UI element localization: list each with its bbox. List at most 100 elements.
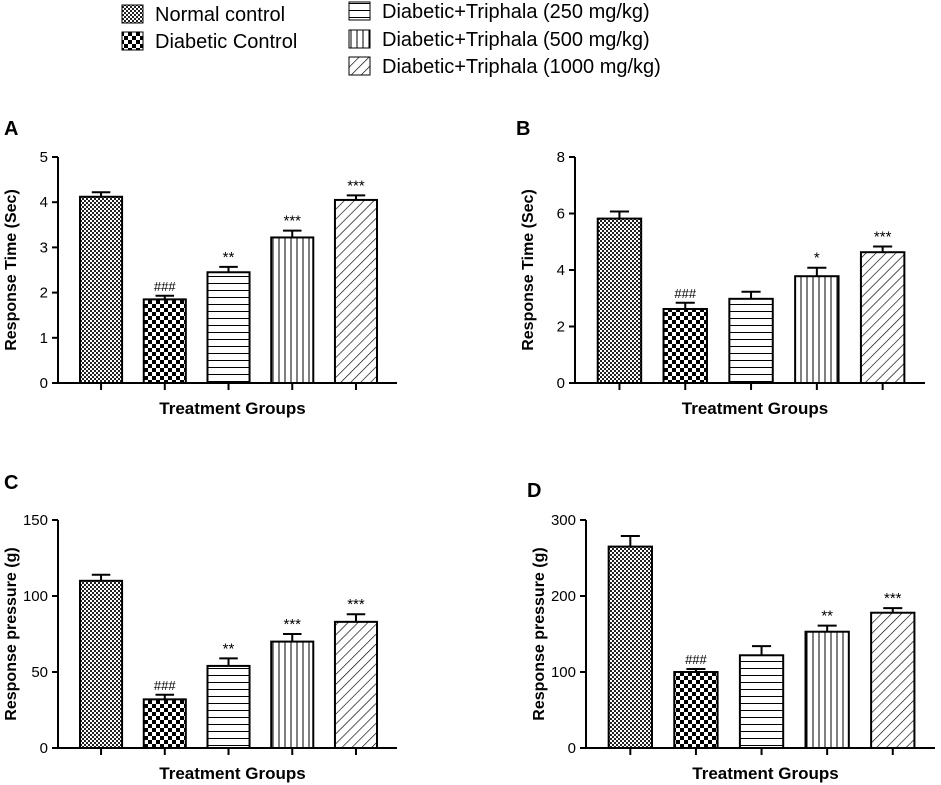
y-axis-label: Response Time (Sec)	[3, 189, 20, 351]
legend-swatch	[121, 4, 144, 24]
legend-label: Diabetic Control	[155, 31, 297, 53]
legend-item-diabetic-triphala-1000-mg-kg: Diabetic+Triphala (1000 mg/kg)	[348, 56, 661, 78]
y-tick-label: 5	[40, 149, 48, 166]
bar	[333, 198, 379, 384]
legend-label: Diabetic+Triphala (500 mg/kg)	[382, 29, 650, 51]
bar	[673, 671, 719, 749]
y-tick-label: 8	[557, 149, 565, 166]
significance-label: ***	[884, 590, 902, 607]
bar-group-diabetic-triphala-1000-mg-kg: ***	[859, 229, 906, 390]
legend-swatch	[348, 1, 371, 21]
panel-a: A 0 1 2 3 4 5 Response Time (Sec) Treatment Grou…	[3, 118, 397, 418]
bar	[206, 664, 251, 749]
significance-label: ###	[154, 279, 176, 294]
y-tick-label: 0	[40, 740, 48, 757]
legend: Normal control Diabetic Control Diabetic+T…	[121, 1, 661, 78]
y-tick-label: 200	[551, 588, 576, 605]
x-axis-label: Treatment Groups	[692, 764, 838, 783]
legend-item-normal-control: Normal control	[121, 4, 285, 26]
significance-label: **	[223, 249, 235, 266]
legend-label: Diabetic+Triphala (1000 mg/kg)	[382, 56, 661, 78]
y-tick-label: 2	[40, 285, 48, 302]
bar	[79, 195, 124, 384]
bar-group-diabetic-triphala-500-mg-kg: ***	[270, 616, 315, 755]
significance-label: ***	[283, 213, 301, 230]
panel-letter: A	[4, 118, 18, 140]
y-tick-label: 6	[557, 206, 565, 223]
bar-group-diabetic-control: ###	[673, 652, 719, 755]
bar	[79, 579, 124, 749]
chart-panels: A 0 1 2 3 4 5 Response Time (Sec) Treatment Grou…	[3, 118, 935, 783]
bar	[607, 545, 653, 749]
bar	[596, 217, 643, 384]
y-axis-label: Response pressure (g)	[3, 547, 20, 720]
panel-b: B 0 2 4 6 8 Response Time (Sec) Treatment Group…	[516, 118, 925, 418]
bar-group-diabetic-control: ###	[142, 279, 187, 390]
legend-item-diabetic-triphala-500-mg-kg: Diabetic+Triphala (500 mg/kg)	[348, 29, 650, 51]
bar	[728, 297, 774, 384]
significance-label: *	[814, 250, 820, 267]
x-axis-label: Treatment Groups	[682, 399, 828, 418]
bar-group-diabetic-control: ###	[142, 678, 187, 755]
bar-group-diabetic-control: ###	[662, 286, 708, 390]
bar-group-diabetic-triphala-1000-mg-kg: ***	[333, 177, 379, 390]
significance-label: ###	[685, 652, 707, 667]
x-axis-label: Treatment Groups	[159, 764, 305, 783]
y-tick-label: 300	[551, 512, 576, 529]
bar	[859, 251, 906, 384]
y-tick-label: 50	[31, 664, 48, 681]
bar	[870, 611, 916, 749]
bar	[142, 698, 187, 749]
legend-swatch	[348, 29, 371, 49]
legend-item-diabetic-control: Diabetic Control	[121, 31, 297, 53]
panel-letter: D	[527, 480, 541, 502]
legend-label: Diabetic+Triphala (250 mg/kg)	[382, 1, 650, 23]
y-tick-label: 1	[40, 330, 48, 347]
significance-label: **	[821, 608, 833, 625]
bar	[270, 236, 315, 384]
bar	[662, 307, 708, 384]
bar	[804, 630, 850, 749]
y-axis-label: Response Time (Sec)	[520, 189, 537, 351]
significance-label: ***	[874, 229, 892, 246]
bar-group-normal-control	[596, 210, 643, 390]
panel-letter: C	[4, 472, 18, 494]
significance-label: **	[223, 640, 235, 657]
bar-group-diabetic-triphala-250-mg-kg: **	[206, 640, 251, 755]
panel-c: C 0 50 100 150 Response pressure (g) Treatment…	[3, 472, 397, 783]
bar	[333, 620, 379, 750]
legend-item-diabetic-triphala-250-mg-kg: Diabetic+Triphala (250 mg/kg)	[348, 1, 650, 23]
significance-label: ***	[283, 616, 301, 633]
panel-letter: B	[516, 118, 530, 140]
bar-group-diabetic-triphala-1000-mg-kg: ***	[333, 596, 379, 755]
y-tick-label: 100	[23, 588, 48, 605]
y-tick-label: 150	[23, 512, 48, 529]
y-tick-label: 0	[40, 375, 48, 392]
bar-group-normal-control	[79, 573, 124, 755]
bar-group-normal-control	[607, 534, 653, 755]
y-tick-label: 100	[551, 664, 576, 681]
legend-label: Normal control	[155, 4, 285, 26]
y-tick-label: 0	[568, 740, 576, 757]
y-tick-label: 0	[557, 375, 565, 392]
y-tick-label: 4	[557, 262, 565, 279]
bar	[206, 271, 251, 385]
legend-swatch	[121, 31, 144, 51]
panel-d: D 0 100 200 300 Response pressure (g) Treatmen…	[527, 480, 935, 783]
y-tick-label: 3	[40, 239, 48, 256]
x-axis-label: Treatment Groups	[159, 399, 305, 418]
significance-label: ###	[154, 678, 176, 693]
bar	[142, 298, 187, 385]
bar-group-diabetic-triphala-1000-mg-kg: ***	[870, 590, 916, 755]
y-axis-label: Response pressure (g)	[531, 547, 548, 720]
y-tick-label: 4	[40, 194, 48, 211]
bar	[738, 654, 785, 750]
significance-label: ***	[347, 177, 365, 194]
bar	[270, 640, 315, 749]
significance-label: ###	[674, 286, 696, 301]
legend-swatch	[348, 56, 371, 76]
bar-group-diabetic-triphala-500-mg-kg: ***	[270, 213, 315, 390]
bar-group-diabetic-triphala-250-mg-kg: **	[206, 249, 251, 390]
bar	[794, 275, 840, 384]
